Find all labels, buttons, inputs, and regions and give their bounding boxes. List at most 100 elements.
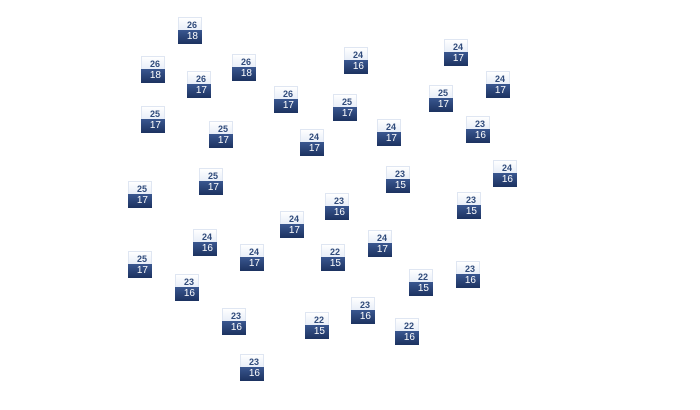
temperature-marker[interactable]: 23 15: [386, 166, 410, 193]
high-temperature: 25: [141, 106, 165, 119]
temperature-marker[interactable]: 24 17: [377, 119, 401, 146]
temperature-marker[interactable]: 25 17: [333, 94, 357, 121]
high-temperature: 22: [409, 269, 433, 282]
low-temperature: 15: [321, 257, 345, 271]
temperature-marker[interactable]: 24 17: [486, 71, 510, 98]
high-temperature: 22: [321, 244, 345, 257]
low-temperature: 16: [344, 60, 368, 74]
temperature-marker[interactable]: 24 17: [444, 39, 468, 66]
temperature-marker[interactable]: 26 17: [187, 71, 211, 98]
high-temperature: 24: [240, 244, 264, 257]
temperature-marker[interactable]: 24 17: [280, 211, 304, 238]
high-temperature: 26: [187, 71, 211, 84]
low-temperature: 16: [325, 206, 349, 220]
temperature-marker[interactable]: 22 15: [305, 312, 329, 339]
high-temperature: 24: [377, 119, 401, 132]
low-temperature: 17: [128, 264, 152, 278]
low-temperature: 15: [409, 282, 433, 296]
temperature-marker[interactable]: 24 17: [240, 244, 264, 271]
low-temperature: 15: [386, 179, 410, 193]
low-temperature: 17: [444, 52, 468, 66]
low-temperature: 17: [486, 84, 510, 98]
temperature-marker[interactable]: 26 17: [274, 86, 298, 113]
temperature-marker[interactable]: 22 15: [409, 269, 433, 296]
temperature-marker[interactable]: 26 18: [232, 54, 256, 81]
temperature-marker[interactable]: 24 16: [493, 160, 517, 187]
temperature-marker[interactable]: 24 17: [300, 129, 324, 156]
low-temperature: 17: [274, 99, 298, 113]
temperature-marker[interactable]: 26 18: [178, 17, 202, 44]
high-temperature: 26: [232, 54, 256, 67]
low-temperature: 17: [199, 181, 223, 195]
low-temperature: 16: [222, 321, 246, 335]
temperature-marker[interactable]: 23 16: [351, 297, 375, 324]
temperature-marker[interactable]: 24 16: [193, 229, 217, 256]
high-temperature: 26: [141, 56, 165, 69]
low-temperature: 17: [187, 84, 211, 98]
low-temperature: 17: [333, 107, 357, 121]
high-temperature: 25: [209, 121, 233, 134]
low-temperature: 16: [240, 367, 264, 381]
high-temperature: 22: [305, 312, 329, 325]
low-temperature: 17: [280, 224, 304, 238]
high-temperature: 23: [325, 193, 349, 206]
low-temperature: 17: [377, 132, 401, 146]
low-temperature: 16: [493, 173, 517, 187]
high-temperature: 24: [300, 129, 324, 142]
low-temperature: 17: [141, 119, 165, 133]
high-temperature: 23: [456, 261, 480, 274]
low-temperature: 16: [466, 129, 490, 143]
temperature-marker[interactable]: 25 17: [128, 251, 152, 278]
temperature-marker[interactable]: 26 18: [141, 56, 165, 83]
high-temperature: 25: [128, 251, 152, 264]
high-temperature: 23: [466, 116, 490, 129]
high-temperature: 24: [493, 160, 517, 173]
temperature-marker[interactable]: 25 17: [209, 121, 233, 148]
temperature-marker[interactable]: 23 16: [466, 116, 490, 143]
temperature-marker[interactable]: 25 17: [128, 181, 152, 208]
temperature-marker[interactable]: 22 15: [321, 244, 345, 271]
low-temperature: 17: [429, 98, 453, 112]
high-temperature: 23: [240, 354, 264, 367]
low-temperature: 18: [178, 30, 202, 44]
high-temperature: 24: [486, 71, 510, 84]
temperature-marker[interactable]: 24 17: [368, 230, 392, 257]
low-temperature: 16: [351, 310, 375, 324]
low-temperature: 18: [232, 67, 256, 81]
high-temperature: 24: [368, 230, 392, 243]
temperature-marker[interactable]: 24 16: [344, 47, 368, 74]
temperature-marker[interactable]: 25 17: [429, 85, 453, 112]
high-temperature: 23: [222, 308, 246, 321]
temperature-marker[interactable]: 23 16: [240, 354, 264, 381]
high-temperature: 24: [444, 39, 468, 52]
high-temperature: 25: [199, 168, 223, 181]
low-temperature: 17: [300, 142, 324, 156]
high-temperature: 22: [395, 318, 419, 331]
high-temperature: 24: [344, 47, 368, 60]
low-temperature: 18: [141, 69, 165, 83]
low-temperature: 17: [209, 134, 233, 148]
low-temperature: 17: [128, 194, 152, 208]
high-temperature: 24: [193, 229, 217, 242]
temperature-marker[interactable]: 23 16: [325, 193, 349, 220]
low-temperature: 16: [193, 242, 217, 256]
high-temperature: 23: [457, 192, 481, 205]
temperature-marker[interactable]: 23 16: [175, 274, 199, 301]
high-temperature: 23: [175, 274, 199, 287]
high-temperature: 25: [333, 94, 357, 107]
low-temperature: 16: [395, 331, 419, 345]
low-temperature: 15: [305, 325, 329, 339]
temperature-marker[interactable]: 22 16: [395, 318, 419, 345]
high-temperature: 26: [274, 86, 298, 99]
temperature-marker[interactable]: 25 17: [141, 106, 165, 133]
high-temperature: 25: [128, 181, 152, 194]
high-temperature: 23: [351, 297, 375, 310]
low-temperature: 17: [368, 243, 392, 257]
high-temperature: 23: [386, 166, 410, 179]
temperature-marker[interactable]: 23 16: [222, 308, 246, 335]
temperature-marker[interactable]: 23 15: [457, 192, 481, 219]
high-temperature: 26: [178, 17, 202, 30]
temperature-marker[interactable]: 25 17: [199, 168, 223, 195]
temperature-marker[interactable]: 23 16: [456, 261, 480, 288]
